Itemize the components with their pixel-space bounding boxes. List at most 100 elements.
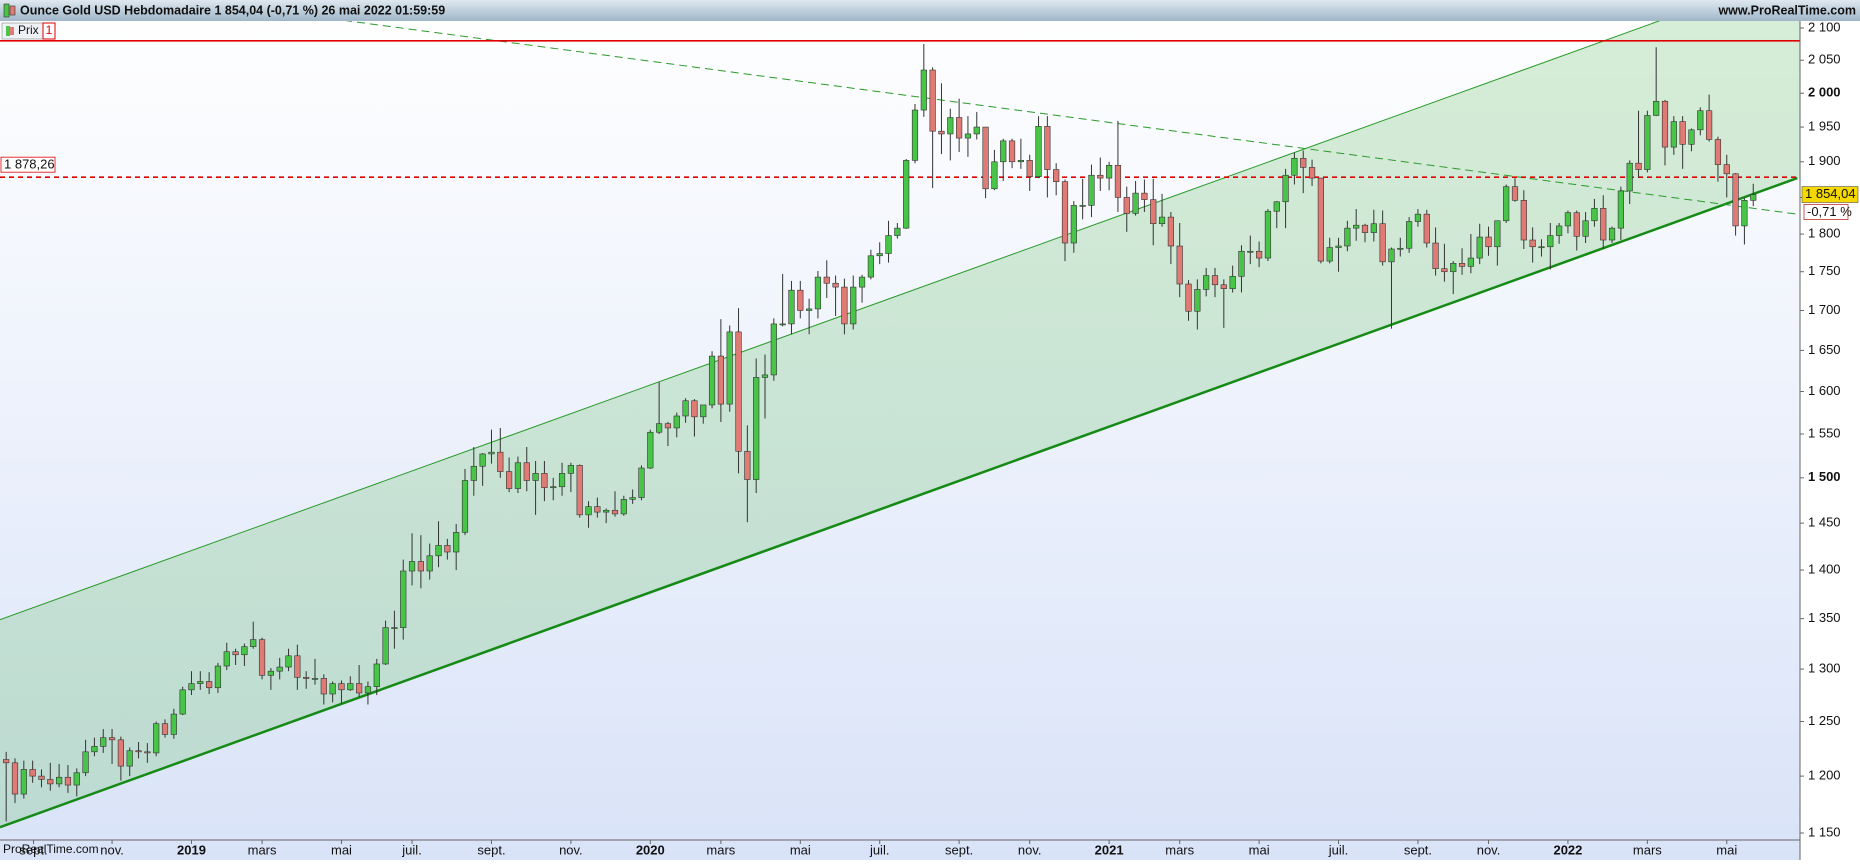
candle-body <box>303 677 310 679</box>
x-tick-label: mai <box>1249 842 1270 857</box>
candle-body <box>832 282 839 288</box>
candle-body <box>197 681 204 684</box>
candle-body <box>664 423 672 429</box>
candle-body <box>673 415 680 429</box>
candle-body <box>1556 225 1563 236</box>
candle-body <box>964 133 972 139</box>
candle-body <box>1158 216 1166 225</box>
watermark: ProRealTime.com <box>3 842 99 856</box>
candle-body <box>1388 248 1395 263</box>
candle-body <box>1203 275 1210 290</box>
candle-body <box>1211 275 1219 286</box>
candle-body <box>567 465 574 474</box>
candle-body <box>258 639 266 676</box>
candle-body <box>1273 201 1280 212</box>
candle-body <box>56 776 63 785</box>
x-tick-label: mai <box>790 842 811 857</box>
candle-body <box>38 775 45 780</box>
candle-body <box>1723 164 1730 175</box>
candle-body <box>867 255 874 278</box>
candle-body <box>903 160 910 229</box>
candle-body <box>1617 190 1624 229</box>
candle-body <box>603 509 610 513</box>
candle-body <box>1503 186 1510 222</box>
candle-body <box>1432 242 1439 269</box>
candle-body <box>744 451 751 480</box>
candle-body <box>1220 284 1227 289</box>
candle-body <box>1511 186 1519 201</box>
candle-body <box>585 506 592 516</box>
candle-body <box>1573 212 1580 237</box>
candle-body <box>1688 129 1695 145</box>
y-tick-label: 2 050 <box>1808 52 1841 67</box>
candle-body <box>1000 140 1007 163</box>
candle-body <box>1326 247 1333 262</box>
candle-body <box>1406 221 1413 249</box>
candle-body <box>241 646 248 656</box>
candle-body <box>1653 100 1660 116</box>
candle-body <box>82 751 89 774</box>
candle-body <box>938 130 945 135</box>
candle-body <box>1600 208 1607 241</box>
candle-body <box>11 762 19 795</box>
candle-body <box>1714 139 1722 165</box>
candle-body <box>29 769 36 777</box>
candle-body <box>338 683 345 691</box>
x-tick-label: sept. <box>945 842 973 857</box>
x-tick-label: sept. <box>19 842 47 857</box>
candle-body <box>1538 246 1545 249</box>
candle-body <box>841 286 848 325</box>
candle-body <box>1079 205 1086 207</box>
candle-body <box>1423 213 1430 244</box>
x-tick-label: nov. <box>1477 842 1501 857</box>
x-tick-label: nov. <box>559 842 583 857</box>
header-icon <box>9 5 16 16</box>
candle-body <box>1379 223 1386 263</box>
y-tick-label: 1 350 <box>1808 610 1841 625</box>
candle-body <box>135 750 142 753</box>
candle-body <box>1017 160 1024 163</box>
candle-body <box>1123 197 1130 214</box>
candle-body <box>550 486 557 489</box>
candle-body <box>761 374 769 378</box>
x-tick-label: 2019 <box>177 842 206 857</box>
candle-body <box>1397 247 1404 250</box>
candle-body <box>956 117 963 139</box>
x-tick-label: sept. <box>1404 842 1432 857</box>
candle-body <box>1247 250 1254 253</box>
candle-body <box>1106 165 1113 179</box>
candle-body <box>770 323 777 376</box>
candle-body <box>1626 162 1633 192</box>
candle-body <box>1114 165 1122 198</box>
y-tick-label: 2 100 <box>1808 19 1841 34</box>
candle-body <box>1485 236 1492 248</box>
candle-body <box>250 639 257 647</box>
candle-body <box>1582 220 1589 237</box>
y-tick-label: 1 950 <box>1808 119 1841 134</box>
candle-body <box>1061 181 1069 244</box>
candle-body <box>73 772 80 786</box>
x-tick-label: mars <box>706 842 735 857</box>
candle-body <box>364 686 372 694</box>
legend-icon <box>6 26 10 36</box>
candle-body <box>1564 212 1572 227</box>
candle-body <box>1194 289 1201 312</box>
candle-body <box>1679 121 1686 145</box>
x-tick-label: 2020 <box>636 842 665 857</box>
candle-body <box>1741 200 1748 227</box>
candle-body <box>435 545 442 557</box>
candle-body <box>223 651 230 667</box>
candle-body <box>1308 167 1316 179</box>
candle-body <box>1176 245 1183 285</box>
candle-body <box>779 323 786 326</box>
candle-body <box>356 683 363 694</box>
candle-body <box>1291 157 1298 176</box>
last-price-box <box>1801 186 1859 203</box>
candle-body <box>276 666 283 672</box>
y-tick-label: 1 600 <box>1808 383 1841 398</box>
candle-body <box>611 509 619 515</box>
candle-body <box>506 471 513 489</box>
candle-body <box>347 683 354 691</box>
candle-body <box>876 253 883 257</box>
candle-body <box>532 473 539 481</box>
